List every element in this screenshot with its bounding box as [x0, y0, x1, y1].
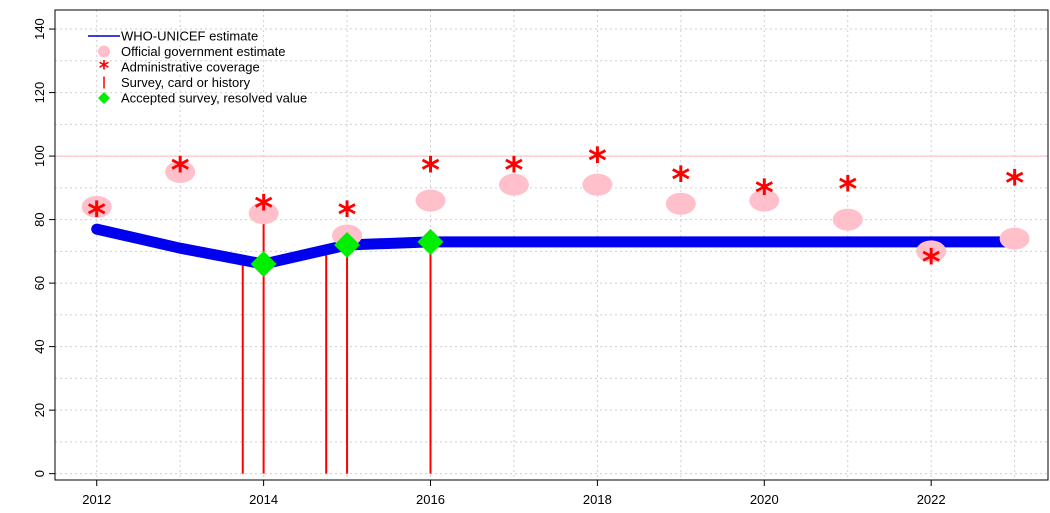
gov-estimate-point	[749, 189, 780, 212]
legend-circle-swatch	[98, 45, 110, 58]
legend-label: Administrative coverage	[121, 60, 260, 75]
admin-coverage-point: *	[588, 141, 607, 182]
gov-estimate-point	[582, 173, 613, 196]
gov-estimate-point	[916, 240, 947, 263]
legend-label: WHO-UNICEF estimate	[121, 29, 258, 44]
legend-item: Survey, card or history	[103, 75, 251, 90]
x-tick-label: 2014	[249, 492, 278, 507]
survey-bars	[241, 203, 432, 474]
legend-item: Accepted survey, resolved value	[98, 91, 307, 106]
gov-estimate-point	[999, 227, 1030, 250]
legend-label: Accepted survey, resolved value	[121, 91, 307, 106]
y-tick-label: 60	[32, 276, 47, 290]
y-tick-label: 140	[32, 18, 47, 40]
legend-item: WHO-UNICEF estimate	[88, 29, 258, 44]
admin-coverage-point: *	[1005, 163, 1024, 204]
accepted-survey-point	[250, 251, 277, 278]
y-tick-label: 20	[32, 403, 47, 417]
gov-estimate-point	[81, 195, 112, 218]
admin-coverage-point: *	[838, 170, 857, 211]
legend-label: Survey, card or history	[121, 75, 251, 90]
who-unicef-estimate-line	[91, 223, 1021, 270]
y-tick-label: 40	[32, 339, 47, 353]
legend-item: Official government estimate	[98, 44, 286, 59]
admin-coverage-point: *	[671, 160, 690, 201]
admin-coverage-point: *	[505, 151, 524, 192]
gov-estimate-point	[832, 208, 863, 231]
x-tick-label: 2020	[750, 492, 779, 507]
gov-estimate-point	[165, 160, 196, 183]
y-tick-label: 100	[32, 145, 47, 167]
legend-asterisk-swatch: *	[99, 56, 110, 80]
y-tick-label: 120	[32, 82, 47, 104]
admin-coverage-point: *	[87, 195, 106, 236]
gov-estimate-point	[665, 192, 696, 215]
accepted-survey-points	[250, 228, 444, 278]
x-tick-label: 2018	[583, 492, 612, 507]
plot-frame	[54, 9, 1049, 481]
y-tick-label: 0	[32, 470, 47, 477]
y-tick-label: 80	[32, 212, 47, 226]
legend-item: * Administrative coverage	[99, 56, 260, 80]
admin-coverage-point: *	[421, 151, 440, 192]
gov-estimate-point	[415, 189, 446, 212]
admin-coverage-point: *	[254, 189, 273, 230]
x-tick-label: 2012	[82, 492, 111, 507]
y-axis: 0 20 40 60 80 100 120 140	[32, 18, 55, 477]
accepted-survey-point	[417, 228, 444, 255]
administrative-coverage-points: * * * * * * * * * * * *	[87, 141, 1024, 284]
gov-estimate-point	[498, 173, 529, 196]
legend-label: Official government estimate	[121, 44, 286, 59]
admin-coverage-point: *	[755, 173, 774, 214]
x-tick-label: 2016	[416, 492, 445, 507]
legend-diamond-swatch	[98, 92, 110, 104]
admin-coverage-point: *	[922, 243, 941, 284]
x-axis: 2012 2014 2016 2018 2020 2022	[82, 480, 946, 507]
accepted-survey-point	[334, 232, 361, 258]
admin-coverage-point: *	[338, 195, 357, 236]
x-tick-label: 2022	[917, 492, 946, 507]
gov-estimate-point	[248, 202, 279, 225]
admin-coverage-point: *	[171, 151, 190, 192]
